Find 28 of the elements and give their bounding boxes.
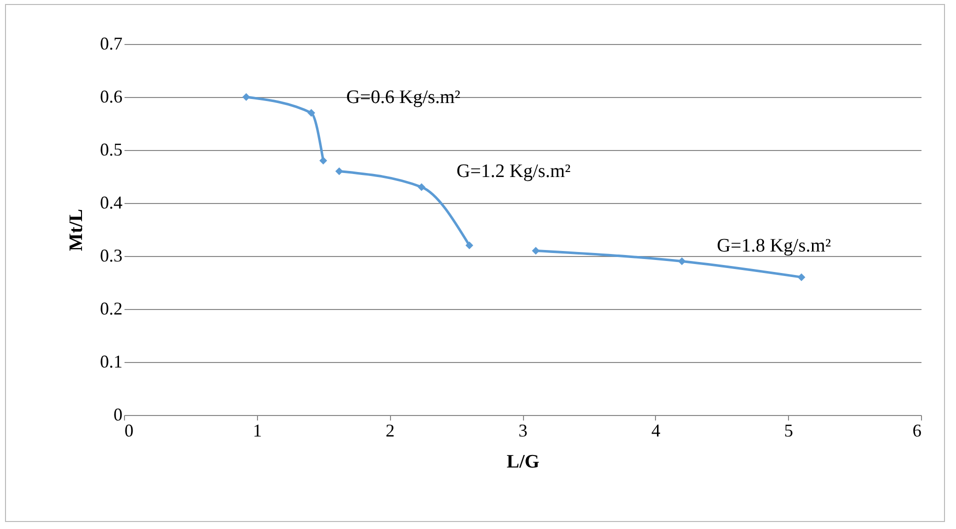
point bbox=[465, 242, 474, 250]
y-tick-label: 0 bbox=[114, 404, 122, 424]
y-tick-label: 0.1 bbox=[100, 352, 122, 372]
point bbox=[307, 109, 316, 117]
point bbox=[418, 183, 426, 191]
y-tick-label: 0.7 bbox=[100, 34, 122, 54]
x-tick-label: 1 bbox=[252, 420, 262, 440]
series-label: G=1.8 Kg/s.m² bbox=[716, 235, 832, 256]
x-tick-label: 5 bbox=[784, 420, 794, 440]
x-tick-label: 2 bbox=[386, 420, 395, 440]
y-tick-label: 0.4 bbox=[100, 192, 122, 212]
x-tick-label: 6 bbox=[912, 420, 922, 440]
point bbox=[532, 246, 540, 255]
point bbox=[319, 156, 328, 164]
point bbox=[242, 93, 250, 101]
y-tick-label: 0.3 bbox=[100, 246, 122, 266]
y-axis-title: Mt/L bbox=[66, 208, 87, 252]
point bbox=[678, 257, 686, 266]
x-tick-label: 4 bbox=[651, 420, 660, 440]
x-tick-label: 3 bbox=[518, 420, 528, 440]
y-tick-label: 0.2 bbox=[100, 298, 122, 318]
y-tick-label: 0.6 bbox=[100, 86, 122, 106]
point bbox=[798, 273, 806, 282]
point bbox=[335, 167, 344, 176]
y-tick-label: 0.5 bbox=[100, 140, 122, 160]
x-axis-title: L/G bbox=[506, 452, 540, 472]
series-label: G=0.6 Kg/s.m² bbox=[346, 86, 461, 108]
series-label: G=1.2 Kg/s.m² bbox=[456, 161, 571, 182]
